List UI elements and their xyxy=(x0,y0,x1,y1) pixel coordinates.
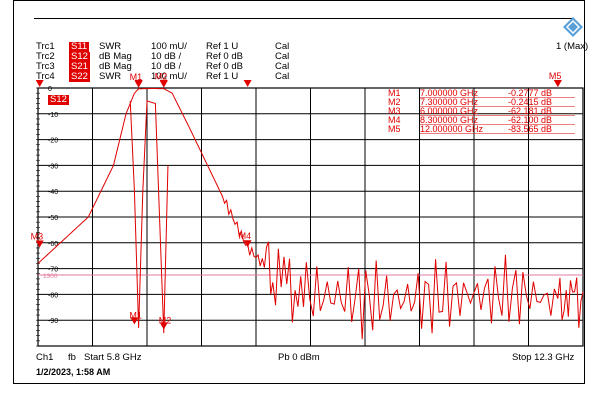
trace-ref: Ref 0 dB xyxy=(206,61,243,72)
footer-channel: Ch1 xyxy=(36,352,54,363)
trace-name: Trc4 xyxy=(36,71,55,82)
marker-readout-value: -0.2777 dB xyxy=(508,88,552,98)
channel-label: 1 (Max) xyxy=(556,41,589,52)
y-tick-label: -10 xyxy=(48,112,58,119)
y-axis-tick-labels: 0 -10 -20 -30 -40 -50 -60 -70 -80 -90 xyxy=(48,86,58,325)
marker-m2-label: M2 xyxy=(155,72,168,82)
trace-name: Trc2 xyxy=(36,51,55,62)
marker-notch-icon xyxy=(130,317,139,325)
marker-readout-freq: 7.000000 GHz xyxy=(420,88,479,98)
marker-readout-value: -83.565 dB xyxy=(508,124,552,134)
trace-scale: 100 mU/ xyxy=(151,71,187,82)
trace-cal: Cal xyxy=(275,61,290,72)
trace-cal: Cal xyxy=(275,51,290,62)
marker-m5-icon xyxy=(553,80,562,87)
trace-lines xyxy=(37,88,584,340)
marker-notch-label: M1 xyxy=(129,310,142,320)
trace-cal: Cal xyxy=(275,41,290,52)
marker-top-indicator-icon xyxy=(243,80,252,87)
header-divider xyxy=(34,18,574,19)
trace-cal: Cal xyxy=(275,71,290,82)
footer-type: fb xyxy=(68,352,76,363)
trace-ref: Ref 1 U xyxy=(206,71,239,82)
trace-format: dB Mag xyxy=(99,51,132,62)
trace-ref: Ref 0 dB xyxy=(206,51,243,62)
marker-m1-label: M1 xyxy=(130,72,143,82)
y-tick-label: 0 xyxy=(48,86,52,93)
y-tick-label: -90 xyxy=(48,318,58,325)
marker-top-indicator-icon xyxy=(35,80,44,87)
trace-s21-line xyxy=(37,88,584,340)
y-tick-label: -40 xyxy=(48,189,58,196)
marker-m3-icon xyxy=(35,240,44,248)
limit-line-label: 1300 xyxy=(43,273,58,280)
trace-format: dB Mag xyxy=(99,61,132,72)
marker-m2-icon xyxy=(159,80,168,88)
marker-notch-icon xyxy=(159,322,168,330)
footer-power: Pb 0 dBm xyxy=(278,352,320,363)
marker-readout-freq: 12.000000 GHz xyxy=(420,124,484,134)
marker-m4-icon xyxy=(243,240,252,248)
marker-readout-name: M1 xyxy=(388,88,401,98)
marker-readout-name: M4 xyxy=(388,115,401,125)
trace-format: SWR xyxy=(99,71,122,82)
limit-line: 1300 xyxy=(38,273,583,280)
marker-readout-value: -62.100 dB xyxy=(508,115,552,125)
footer-start: Start 5.8 GHz xyxy=(84,352,142,363)
y-tick-label: -70 xyxy=(48,267,58,274)
marker-readout-value: -0.2415 dB xyxy=(508,97,552,107)
marker-readout-name: M3 xyxy=(388,106,401,116)
marker-m5-label: M5 xyxy=(549,71,562,81)
marker-readout-table: M1 7.000000 GHz -0.2777 dB M2 7.300000 GHz -0… xyxy=(388,88,575,134)
trace-param[interactable]: S22 xyxy=(69,71,90,82)
y-tick-label: -50 xyxy=(48,215,58,222)
marker-readout-freq: 8.300000 GHz xyxy=(420,115,479,125)
trace-param[interactable]: S21 xyxy=(69,61,90,72)
marker-readout-freq: 7.300000 GHz xyxy=(420,97,479,107)
chart-grid xyxy=(36,87,584,347)
marker-notch-label: M2 xyxy=(159,316,172,326)
trace-scale: 100 mU/ xyxy=(151,41,187,52)
marker-readout-name: M2 xyxy=(388,97,401,107)
y-tick-label: -30 xyxy=(48,163,58,170)
trace-name: Trc1 xyxy=(36,41,55,52)
marker-readout-value: -62.181 dB xyxy=(508,106,552,116)
y-tick-label: -20 xyxy=(48,138,58,145)
timestamp: 1/2/2023, 1:58 AM xyxy=(36,367,111,377)
rohde-schwarz-logo-icon xyxy=(563,17,583,37)
trace-scale: 10 dB / xyxy=(151,51,182,62)
marker-m3-label: M3 xyxy=(31,231,44,241)
trace-scale: 10 dB / xyxy=(151,61,182,72)
trace-format: SWR xyxy=(99,41,122,52)
trace-param[interactable]: S12 xyxy=(69,51,90,62)
footer-stop: Stop 12.3 GHz xyxy=(512,352,575,363)
y-tick-label: -60 xyxy=(48,241,58,248)
marker-m4-label: M4 xyxy=(239,231,252,241)
marker-m1-icon xyxy=(134,80,143,88)
trace-s11-notches xyxy=(129,100,169,334)
active-trace-badge[interactable]: S12 xyxy=(48,94,69,105)
trace-param[interactable]: S11 xyxy=(69,41,90,52)
y-tick-label: -80 xyxy=(48,292,58,299)
marker-readout-name: M5 xyxy=(388,124,401,134)
trace-name: Trc3 xyxy=(36,61,55,72)
marker-readout-freq: 6.000000 GHz xyxy=(420,106,479,116)
trace-ref: Ref 1 U xyxy=(206,41,239,52)
